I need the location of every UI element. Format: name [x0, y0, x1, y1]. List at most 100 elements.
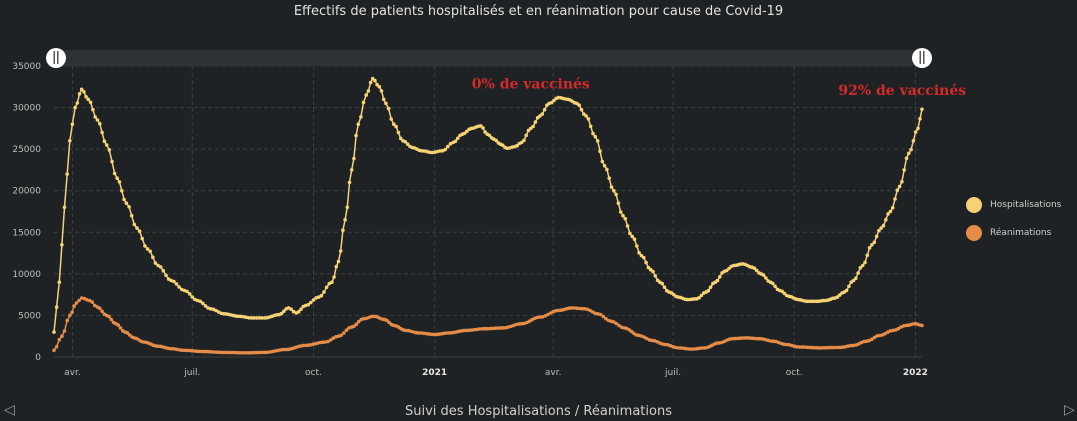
data-point-hospitalisations[interactable] [384, 101, 388, 106]
data-point-hospitalisations[interactable] [153, 261, 158, 265]
data-point-ranimations[interactable] [735, 336, 740, 341]
data-point-hospitalisations[interactable] [628, 231, 632, 236]
data-point-ranimations[interactable] [854, 343, 858, 347]
data-point-hospitalisations[interactable] [291, 309, 296, 314]
data-point-hospitalisations[interactable] [453, 139, 458, 144]
data-point-hospitalisations[interactable] [874, 234, 879, 239]
data-point-hospitalisations[interactable] [598, 149, 602, 153]
data-point-hospitalisations[interactable] [392, 122, 396, 126]
data-point-hospitalisations[interactable] [396, 130, 401, 135]
data-point-hospitalisations[interactable] [632, 237, 637, 241]
data-point-ranimations[interactable] [617, 323, 621, 328]
data-point-hospitalisations[interactable] [697, 296, 701, 300]
data-point-hospitalisations[interactable] [854, 276, 858, 281]
data-point-ranimations[interactable] [262, 350, 267, 355]
data-point-ranimations[interactable] [872, 335, 877, 340]
data-point-hospitalisations[interactable] [455, 136, 460, 141]
data-point-ranimations[interactable] [700, 346, 704, 350]
data-point-ranimations[interactable] [501, 326, 505, 330]
data-point-hospitalisations[interactable] [780, 289, 784, 294]
data-point-hospitalisations[interactable] [82, 90, 86, 94]
data-point-ranimations[interactable] [235, 350, 239, 355]
data-point-hospitalisations[interactable] [623, 216, 628, 221]
data-point-hospitalisations[interactable] [715, 278, 720, 283]
data-point-ranimations[interactable] [323, 340, 328, 344]
data-point-ranimations[interactable] [227, 350, 231, 355]
data-point-hospitalisations[interactable] [158, 265, 163, 269]
data-point-hospitalisations[interactable] [540, 112, 545, 116]
data-point-hospitalisations[interactable] [897, 184, 902, 189]
data-point-hospitalisations[interactable] [120, 188, 124, 193]
data-point-hospitalisations[interactable] [379, 89, 384, 93]
data-point-hospitalisations[interactable] [151, 255, 155, 259]
data-point-hospitalisations[interactable] [54, 305, 59, 309]
data-point-hospitalisations[interactable] [368, 80, 373, 85]
data-point-ranimations[interactable] [100, 309, 104, 314]
data-point-hospitalisations[interactable] [345, 205, 350, 210]
data-point-hospitalisations[interactable] [73, 105, 77, 110]
data-point-ranimations[interactable] [527, 319, 532, 324]
data-point-hospitalisations[interactable] [338, 249, 343, 253]
data-point-ranimations[interactable] [493, 326, 498, 331]
data-point-ranimations[interactable] [614, 321, 619, 326]
data-point-hospitalisations[interactable] [893, 197, 897, 201]
data-point-hospitalisations[interactable] [296, 310, 301, 314]
data-point-ranimations[interactable] [535, 315, 540, 320]
data-point-hospitalisations[interactable] [651, 269, 655, 274]
data-point-hospitalisations[interactable] [322, 290, 326, 294]
data-point-ranimations[interactable] [422, 331, 426, 336]
data-point-ranimations[interactable] [899, 325, 903, 329]
data-point-hospitalisations[interactable] [88, 100, 93, 105]
data-point-hospitalisations[interactable] [104, 143, 109, 147]
data-point-hospitalisations[interactable] [330, 280, 334, 285]
data-point-ranimations[interactable] [480, 327, 484, 331]
data-point-ranimations[interactable] [490, 326, 495, 331]
data-point-hospitalisations[interactable] [86, 97, 90, 102]
data-point-hospitalisations[interactable] [614, 192, 618, 197]
data-point-ranimations[interactable] [585, 307, 590, 312]
data-point-hospitalisations[interactable] [877, 228, 881, 233]
data-point-hospitalisations[interactable] [918, 117, 922, 121]
data-point-hospitalisations[interactable] [110, 159, 114, 164]
data-point-hospitalisations[interactable] [60, 243, 64, 247]
data-point-hospitalisations[interactable] [185, 289, 189, 294]
data-point-hospitalisations[interactable] [524, 133, 528, 138]
data-point-hospitalisations[interactable] [888, 209, 893, 214]
data-point-hospitalisations[interactable] [107, 148, 112, 152]
data-point-hospitalisations[interactable] [164, 273, 168, 278]
data-point-ranimations[interactable] [488, 326, 492, 331]
data-point-hospitalisations[interactable] [354, 133, 358, 138]
data-point-hospitalisations[interactable] [465, 129, 469, 134]
data-point-hospitalisations[interactable] [847, 284, 851, 289]
data-point-ranimations[interactable] [485, 326, 490, 331]
data-point-hospitalisations[interactable] [900, 179, 904, 184]
data-point-ranimations[interactable] [166, 346, 171, 351]
data-point-ranimations[interactable] [862, 339, 866, 344]
data-point-ranimations[interactable] [414, 330, 419, 335]
data-point-ranimations[interactable] [177, 348, 181, 352]
data-point-ranimations[interactable] [687, 347, 691, 351]
data-point-hospitalisations[interactable] [279, 311, 284, 316]
data-point-ranimations[interactable] [87, 298, 92, 303]
data-point-ranimations[interactable] [230, 350, 234, 355]
data-point-hospitalisations[interactable] [660, 281, 664, 286]
data-point-hospitalisations[interactable] [422, 149, 426, 153]
data-point-ranimations[interactable] [522, 321, 526, 326]
data-point-hospitalisations[interactable] [752, 266, 757, 271]
data-point-ranimations[interactable] [60, 334, 64, 339]
data-point-ranimations[interactable] [464, 328, 469, 333]
data-point-ranimations[interactable] [403, 328, 408, 333]
data-point-ranimations[interactable] [74, 301, 79, 305]
data-point-hospitalisations[interactable] [427, 150, 432, 154]
data-point-ranimations[interactable] [883, 331, 887, 336]
data-point-hospitalisations[interactable] [115, 176, 119, 180]
data-point-ranimations[interactable] [68, 313, 72, 318]
data-point-hospitalisations[interactable] [289, 307, 293, 312]
range-navigator[interactable] [56, 50, 922, 66]
data-point-hospitalisations[interactable] [612, 188, 616, 193]
data-point-hospitalisations[interactable] [309, 300, 313, 305]
data-point-hospitalisations[interactable] [129, 213, 134, 218]
data-point-ranimations[interactable] [70, 310, 74, 315]
data-point-hospitalisations[interactable] [625, 224, 630, 228]
data-point-hospitalisations[interactable] [890, 206, 895, 210]
